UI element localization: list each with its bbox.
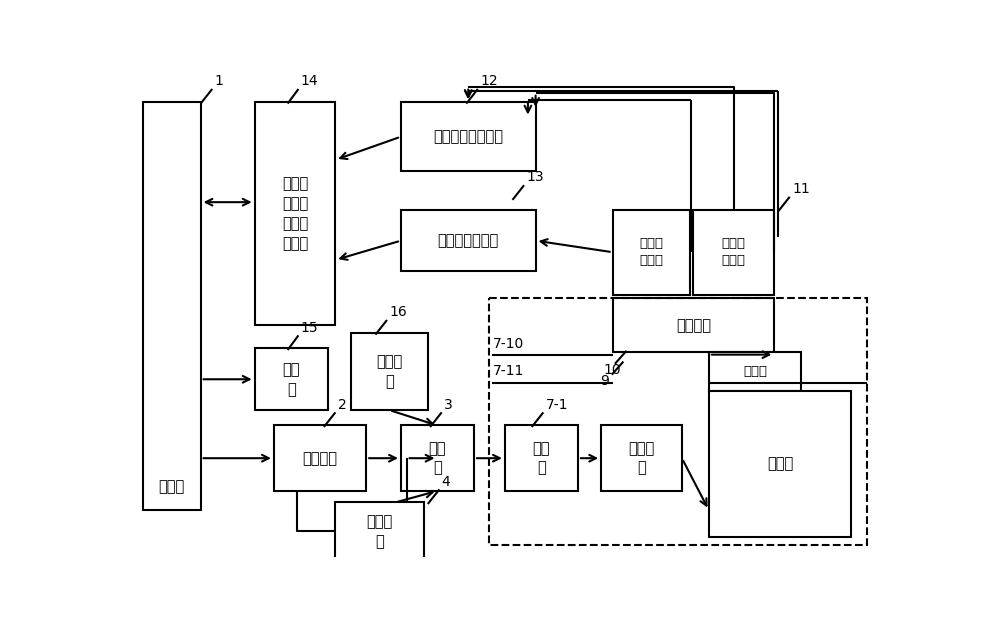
Bar — [335, 503, 424, 560]
Text: 2: 2 — [338, 398, 346, 412]
Text: 隔音器: 隔音器 — [743, 365, 767, 378]
Text: 五通道
同步实
时数据
采集卡: 五通道 同步实 时数据 采集卡 — [282, 177, 308, 251]
Bar — [693, 210, 774, 295]
Text: 4: 4 — [442, 475, 450, 489]
Text: 7-10: 7-10 — [492, 337, 524, 351]
Text: 9: 9 — [600, 374, 609, 388]
Bar — [489, 299, 867, 545]
Bar — [143, 102, 201, 510]
Bar — [401, 102, 536, 172]
Bar — [401, 210, 536, 272]
Bar — [613, 210, 690, 295]
Text: 显示
器: 显示 器 — [282, 362, 300, 397]
Bar — [255, 349, 328, 410]
Text: 10: 10 — [603, 363, 621, 377]
Text: 16: 16 — [389, 305, 407, 319]
Bar — [601, 426, 682, 491]
Text: 12: 12 — [480, 74, 498, 88]
Text: 13: 13 — [526, 170, 544, 185]
Text: 11: 11 — [792, 182, 810, 196]
Text: 7-1: 7-1 — [546, 398, 568, 412]
Text: 工控机: 工控机 — [159, 480, 185, 495]
Text: 声音信号调理电路: 声音信号调理电路 — [433, 129, 503, 144]
Text: 工作台: 工作台 — [767, 456, 793, 471]
Text: 加速度反馈电路: 加速度反馈电路 — [438, 233, 499, 248]
Bar — [505, 426, 578, 491]
Bar — [401, 426, 474, 491]
Text: 15: 15 — [301, 321, 318, 335]
Bar — [274, 426, 366, 491]
Text: 控制
器: 控制 器 — [429, 441, 446, 476]
Bar — [255, 102, 335, 326]
Text: 加速度
传感器: 加速度 传感器 — [639, 237, 663, 267]
Text: 减速
机: 减速 机 — [533, 441, 550, 476]
Text: 3: 3 — [444, 398, 453, 412]
Text: 滤波单
元: 滤波单 元 — [376, 354, 402, 389]
Text: 7-11: 7-11 — [492, 364, 524, 379]
Bar — [351, 333, 428, 410]
Bar — [709, 352, 801, 391]
Text: 控制电路: 控制电路 — [302, 451, 338, 466]
Bar — [709, 391, 851, 537]
Text: 1: 1 — [215, 74, 223, 88]
Text: 14: 14 — [301, 74, 318, 88]
Text: 声音传
感器组: 声音传 感器组 — [722, 237, 746, 267]
Text: 制动单
元: 制动单 元 — [367, 514, 393, 549]
Bar — [613, 299, 774, 352]
Text: 传动机
构: 传动机 构 — [628, 441, 655, 476]
Text: 被测试件: 被测试件 — [676, 318, 711, 333]
